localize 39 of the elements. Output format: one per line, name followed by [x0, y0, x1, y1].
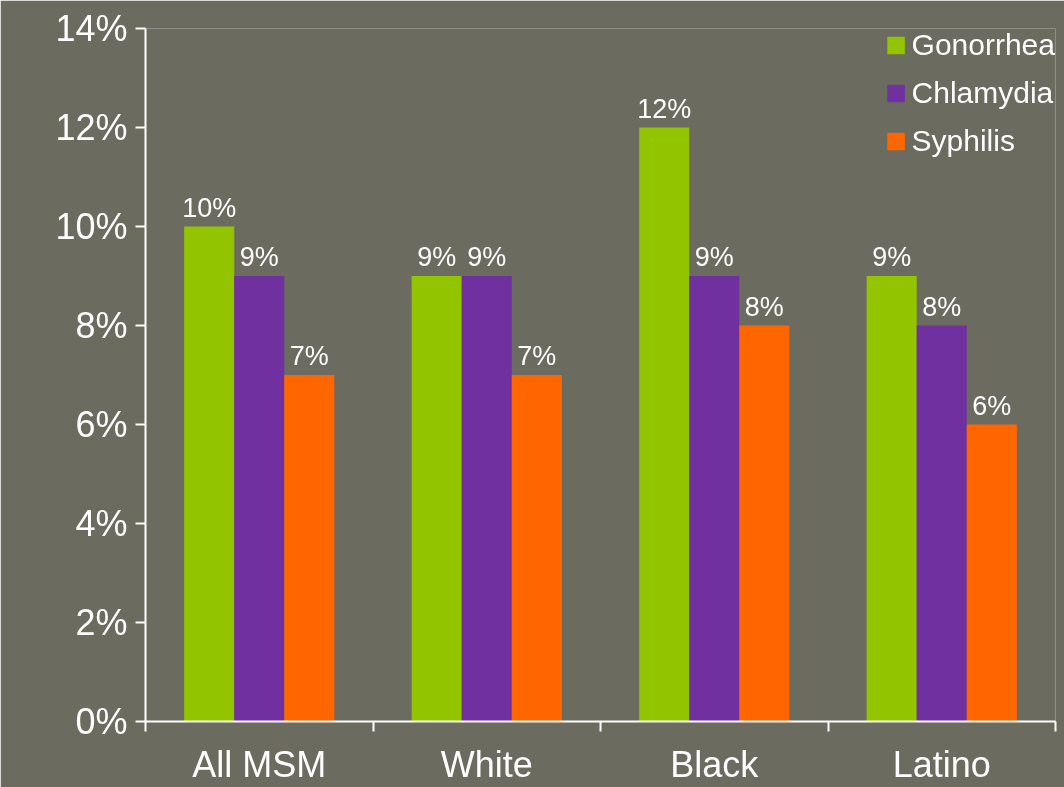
- y-tick-label: 8%: [75, 305, 128, 346]
- data-label: 9%: [239, 242, 279, 272]
- data-label: 9%: [417, 242, 457, 272]
- y-tick-label: 2%: [75, 602, 128, 643]
- y-tick-label: 0%: [75, 701, 128, 742]
- y-tick-label: 6%: [75, 404, 128, 445]
- bar: [916, 325, 967, 722]
- bar: [284, 375, 335, 722]
- data-label: 6%: [972, 390, 1012, 421]
- x-tick-label: White: [440, 743, 533, 785]
- legend-label: Gonorrhea: [911, 28, 1055, 62]
- data-label: 10%: [182, 192, 237, 223]
- bar: [689, 276, 740, 722]
- x-tick-label: All MSM: [192, 743, 327, 785]
- y-tick-label: 14%: [55, 8, 128, 49]
- data-label: 8%: [922, 291, 962, 322]
- bar: [234, 276, 285, 722]
- legend-label: Chlamydia: [911, 76, 1054, 110]
- data-label: 12%: [637, 93, 692, 124]
- legend-label: Syphilis: [911, 124, 1015, 158]
- bar: [184, 226, 235, 722]
- bar: [411, 276, 462, 722]
- data-label: 9%: [694, 242, 734, 272]
- x-tick-label: Latino: [892, 743, 991, 785]
- y-tick-label: 12%: [55, 107, 128, 148]
- x-tick-label: Black: [670, 743, 760, 785]
- bar: [461, 276, 512, 722]
- bar: [639, 127, 690, 722]
- bar: [511, 375, 562, 722]
- data-label: 9%: [467, 242, 507, 272]
- bar: [866, 276, 917, 722]
- data-label: 7%: [289, 341, 329, 371]
- y-tick-label: 4%: [75, 503, 128, 544]
- data-label: 8%: [744, 291, 784, 322]
- data-label: 9%: [872, 242, 912, 272]
- y-tick-label: 10%: [55, 206, 128, 247]
- bar: [966, 424, 1017, 722]
- data-label: 7%: [517, 341, 557, 371]
- bar: [739, 325, 790, 722]
